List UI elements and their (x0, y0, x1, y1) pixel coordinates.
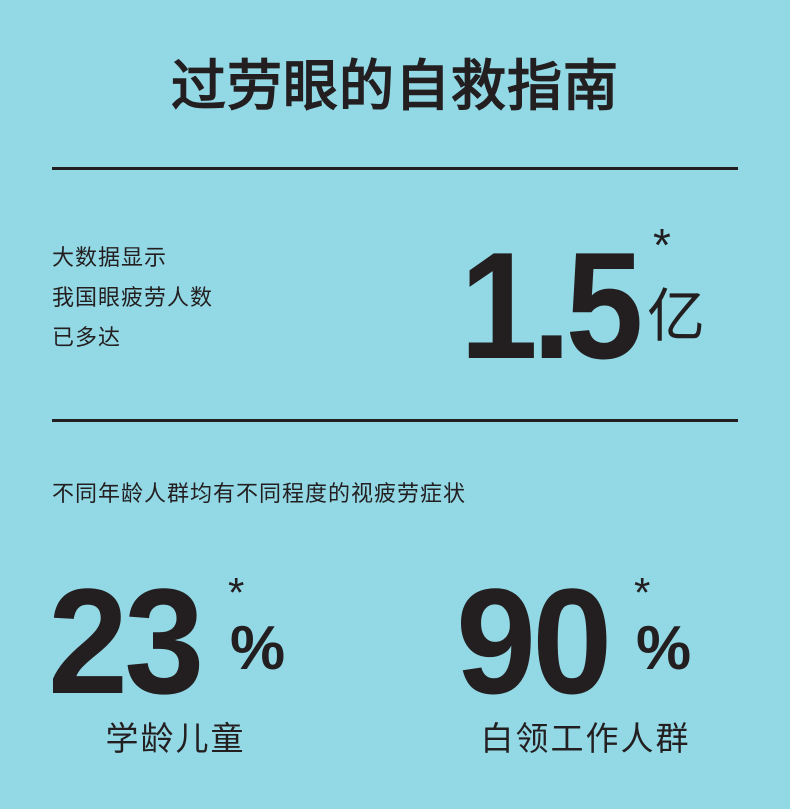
stats-row: 23 * % 学龄儿童 90 * % 白领工作人群 (0, 566, 790, 796)
stat-footnote-marker: * (634, 569, 651, 616)
stat-footnote-marker: * (228, 569, 245, 616)
stat-percent-sign: % (636, 614, 692, 683)
page-title: 过劳眼的自救指南 (170, 55, 619, 117)
stat-card-school-children: 23 * % 学龄儿童 (0, 566, 395, 796)
hero-description-line-2: 我国眼疲劳人数 (52, 285, 214, 310)
stat-label: 学龄儿童 (105, 720, 246, 757)
divider-top (52, 167, 738, 170)
stat-number: 90 (456, 557, 612, 725)
hero-description: 大数据显示 我国眼疲劳人数 已多达 (52, 238, 213, 358)
divider-middle (52, 419, 738, 422)
section-subtitle: 不同年龄人群均有不同程度的视疲劳症状 (52, 481, 467, 506)
stat-percent-sign: % (230, 614, 286, 683)
stat-label: 白领工作人群 (480, 720, 691, 757)
stat-card-white-collar: 90 * % 白领工作人群 (400, 566, 790, 796)
hero-number: 1.5 (460, 221, 643, 391)
hero-stat-block: 大数据显示 我国眼疲劳人数 已多达 1.5 * 亿 (0, 221, 790, 391)
stat-number: 23 (48, 557, 204, 725)
hero-description-line-1: 大数据显示 (52, 245, 168, 270)
hero-unit: 亿 (647, 284, 706, 349)
hero-footnote-marker: * (653, 219, 671, 271)
hero-description-line-3: 已多达 (52, 325, 122, 350)
